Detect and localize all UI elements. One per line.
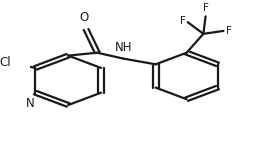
Text: Cl: Cl bbox=[0, 56, 11, 69]
Text: F: F bbox=[202, 3, 208, 14]
Text: N: N bbox=[25, 97, 34, 110]
Text: O: O bbox=[79, 11, 88, 24]
Text: NH: NH bbox=[115, 41, 132, 54]
Text: F: F bbox=[225, 26, 231, 36]
Text: F: F bbox=[179, 16, 185, 26]
